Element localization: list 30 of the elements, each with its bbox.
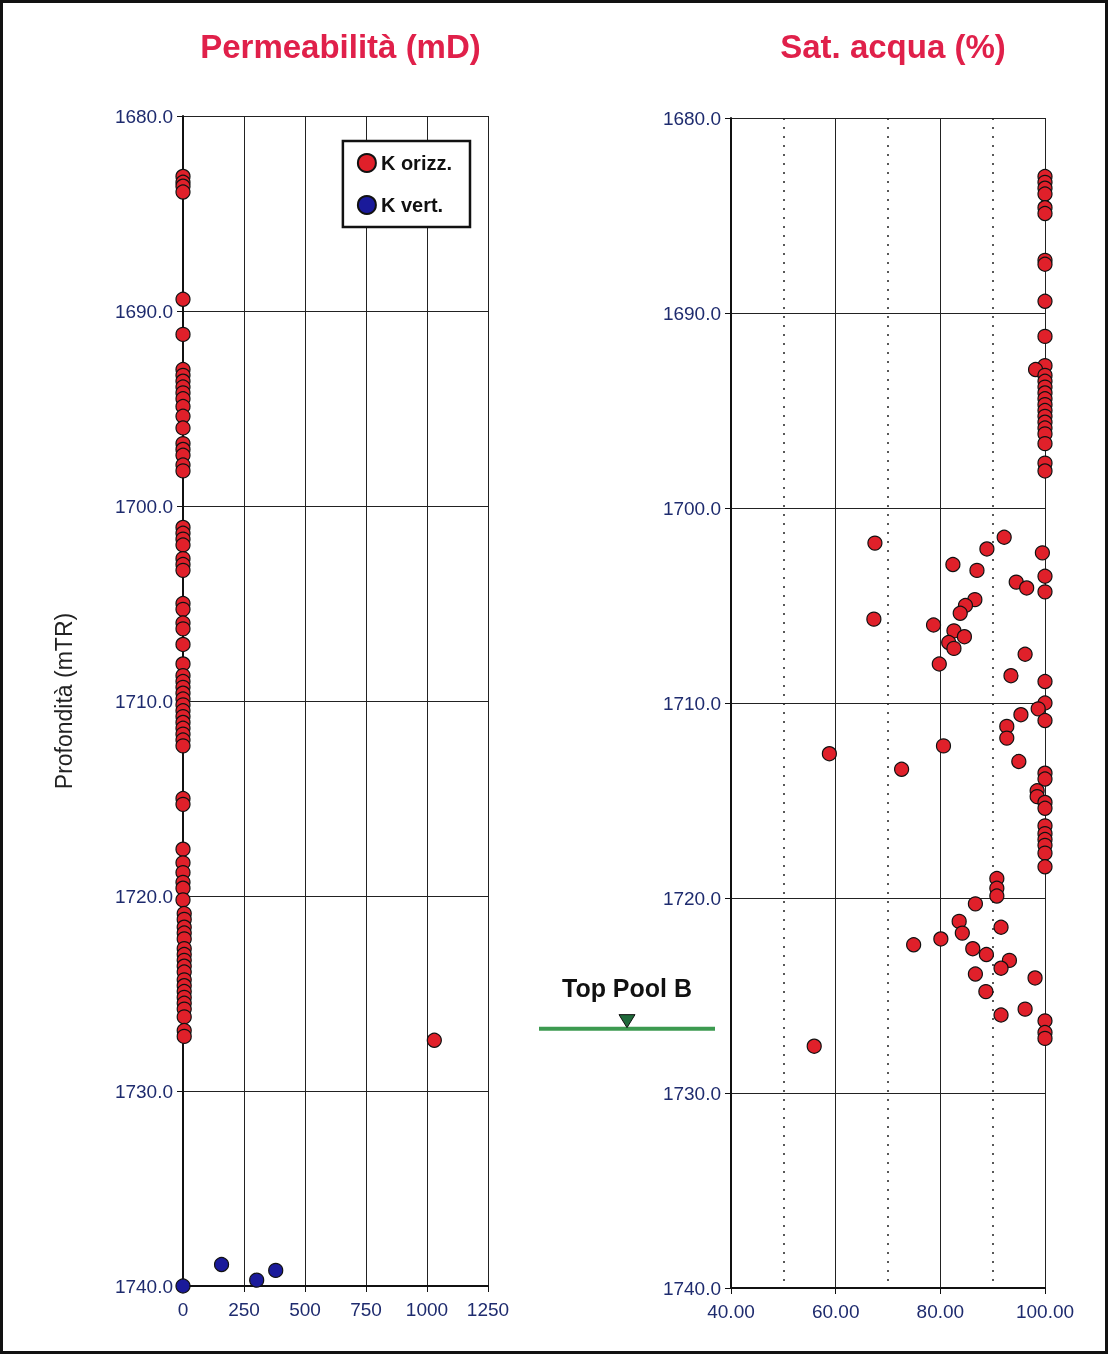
- y-tick-label: 1740.0: [662, 1277, 721, 1299]
- y-tick-label: 1730.0: [114, 1080, 173, 1102]
- chart-title: Sat. acqua (%): [780, 28, 1006, 65]
- chart-title: Permeabilità (mD): [200, 28, 481, 65]
- x-tick-label: 1000: [405, 1299, 449, 1320]
- legend-label: K orizz.: [380, 152, 453, 174]
- x-tick-label: 40.00: [707, 1301, 755, 1322]
- x-tick-label: 0: [177, 1299, 189, 1320]
- y-tick-label: 1740.0: [114, 1275, 173, 1297]
- y-tick-label: 1730.0: [662, 1082, 721, 1104]
- y-tick-label: 1720.0: [662, 887, 721, 909]
- y-tick-label: 1700.0: [662, 497, 721, 519]
- y-tick-label: 1720.0: [114, 885, 173, 907]
- y-tick-label: 1690.0: [114, 300, 173, 322]
- y-tick-label: 1680.0: [114, 105, 173, 127]
- y-tick-label: 1710.0: [662, 692, 721, 714]
- ref-line-label: Top Pool B: [561, 973, 693, 1003]
- x-tick-label: 500: [289, 1299, 321, 1320]
- y-tick-label: 1690.0: [662, 302, 721, 324]
- y-tick-label: 1700.0: [114, 495, 173, 517]
- x-tick-label: 60.00: [811, 1301, 860, 1322]
- x-tick-label: 750: [350, 1299, 382, 1320]
- y-tick-label: 1710.0: [114, 690, 173, 712]
- x-tick-label: 1250: [466, 1299, 510, 1320]
- legend-label: K vert.: [380, 194, 444, 216]
- x-tick-label: 80.00: [916, 1301, 965, 1322]
- y-axis-title: Profondità (mTR): [50, 612, 77, 790]
- y-tick-label: 1680.0: [662, 107, 721, 129]
- x-tick-label: 250: [228, 1299, 260, 1320]
- x-tick-label: 100.00: [1015, 1301, 1075, 1322]
